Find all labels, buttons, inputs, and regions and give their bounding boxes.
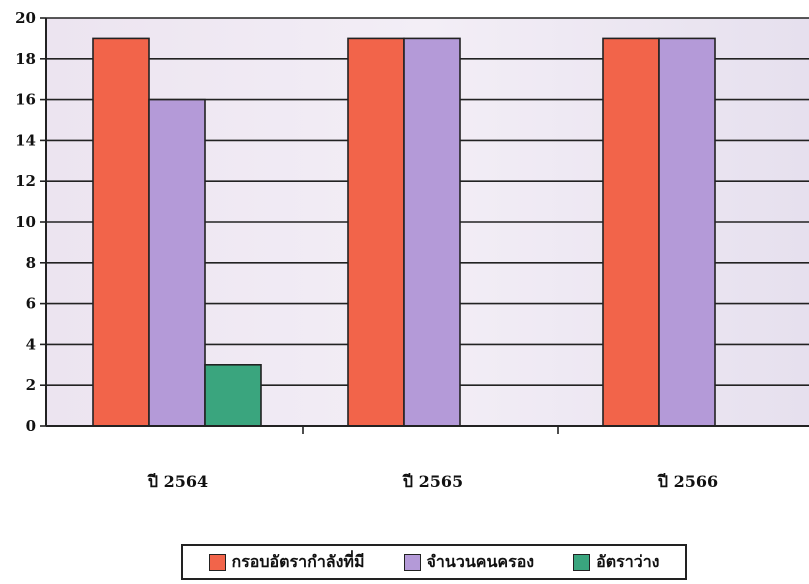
legend-swatch-occupied	[403, 553, 421, 571]
y-tick-label: 2	[26, 376, 36, 394]
legend-item-occupied: จำนวนคนครอง	[403, 550, 535, 575]
bar-2-2	[403, 37, 461, 427]
category-label: ปี 2566	[656, 472, 718, 491]
category-label: ปี 2565	[401, 472, 463, 491]
category-labels: ปี 2564 ปี 2565 ปี 2566	[146, 472, 718, 491]
legend-swatch-vacant	[573, 553, 591, 571]
bar-3-2	[658, 37, 716, 427]
legend-item-vacant: อัตราว่าง	[573, 550, 659, 575]
y-tick-label: 18	[15, 50, 36, 68]
y-tick-labels: 0 2 4 6 8 10 12 14 16 18 20	[15, 9, 46, 435]
y-tick-label: 8	[26, 254, 36, 272]
legend: กรอบอัตรากำลังที่มี จำนวนคนครอง อัตราว่า…	[181, 544, 687, 580]
y-tick-label: 14	[15, 131, 36, 149]
y-tick-label: 4	[26, 335, 36, 353]
bar-3-1	[602, 37, 660, 427]
bar-1-3	[204, 363, 262, 427]
y-tick-label: 0	[26, 417, 36, 435]
y-tick-label: 6	[26, 295, 36, 313]
bar-1-2	[148, 98, 206, 427]
y-tick-label: 16	[15, 91, 36, 109]
legend-label-occupied: จำนวนคนครอง	[426, 551, 535, 571]
legend-label-capacity: กรอบอัตรากำลังที่มี	[231, 551, 365, 571]
y-tick-label: 20	[15, 9, 36, 27]
legend-swatch-capacity	[208, 553, 226, 571]
legend-label-vacant: อัตราว่าง	[596, 551, 660, 571]
y-tick-label: 10	[15, 213, 36, 231]
bar-1-1	[92, 37, 150, 427]
legend-item-capacity: กรอบอัตรากำลังที่มี	[208, 550, 365, 575]
y-tick-label: 12	[15, 172, 36, 190]
bar-2-1	[347, 37, 405, 427]
category-label: ปี 2564	[146, 472, 208, 491]
x-tick-marks	[302, 426, 559, 434]
